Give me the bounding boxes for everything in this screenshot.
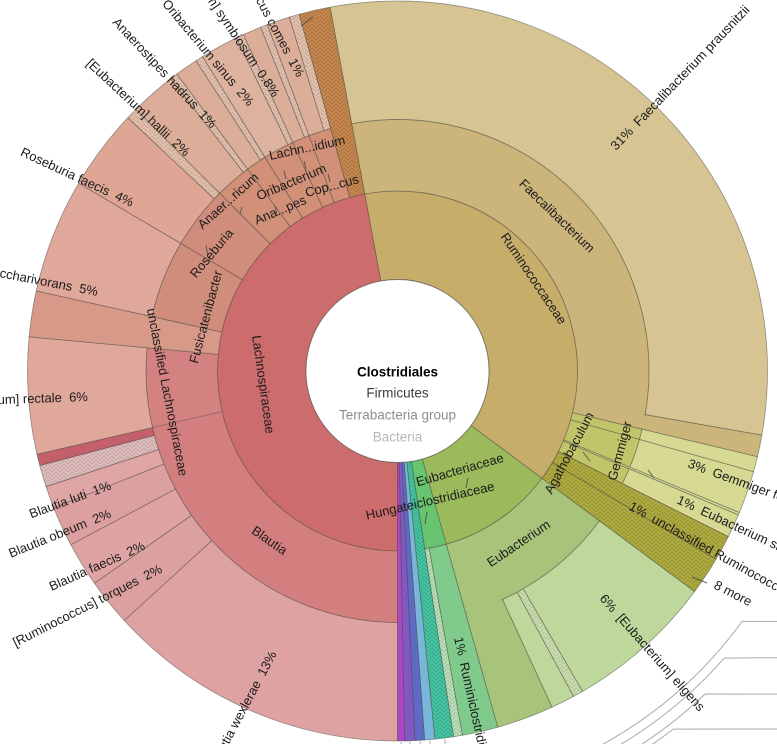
svg-text:Clostridiales: Clostridiales xyxy=(357,365,438,380)
svg-text:[Eubacterium] rectale 6%: [Eubacterium] rectale 6% xyxy=(0,389,89,409)
svg-text:Firmicutes: Firmicutes xyxy=(366,386,429,401)
svg-text:Terrabacteria group: Terrabacteria group xyxy=(339,408,456,423)
svg-text:Bacteria: Bacteria xyxy=(373,430,423,445)
